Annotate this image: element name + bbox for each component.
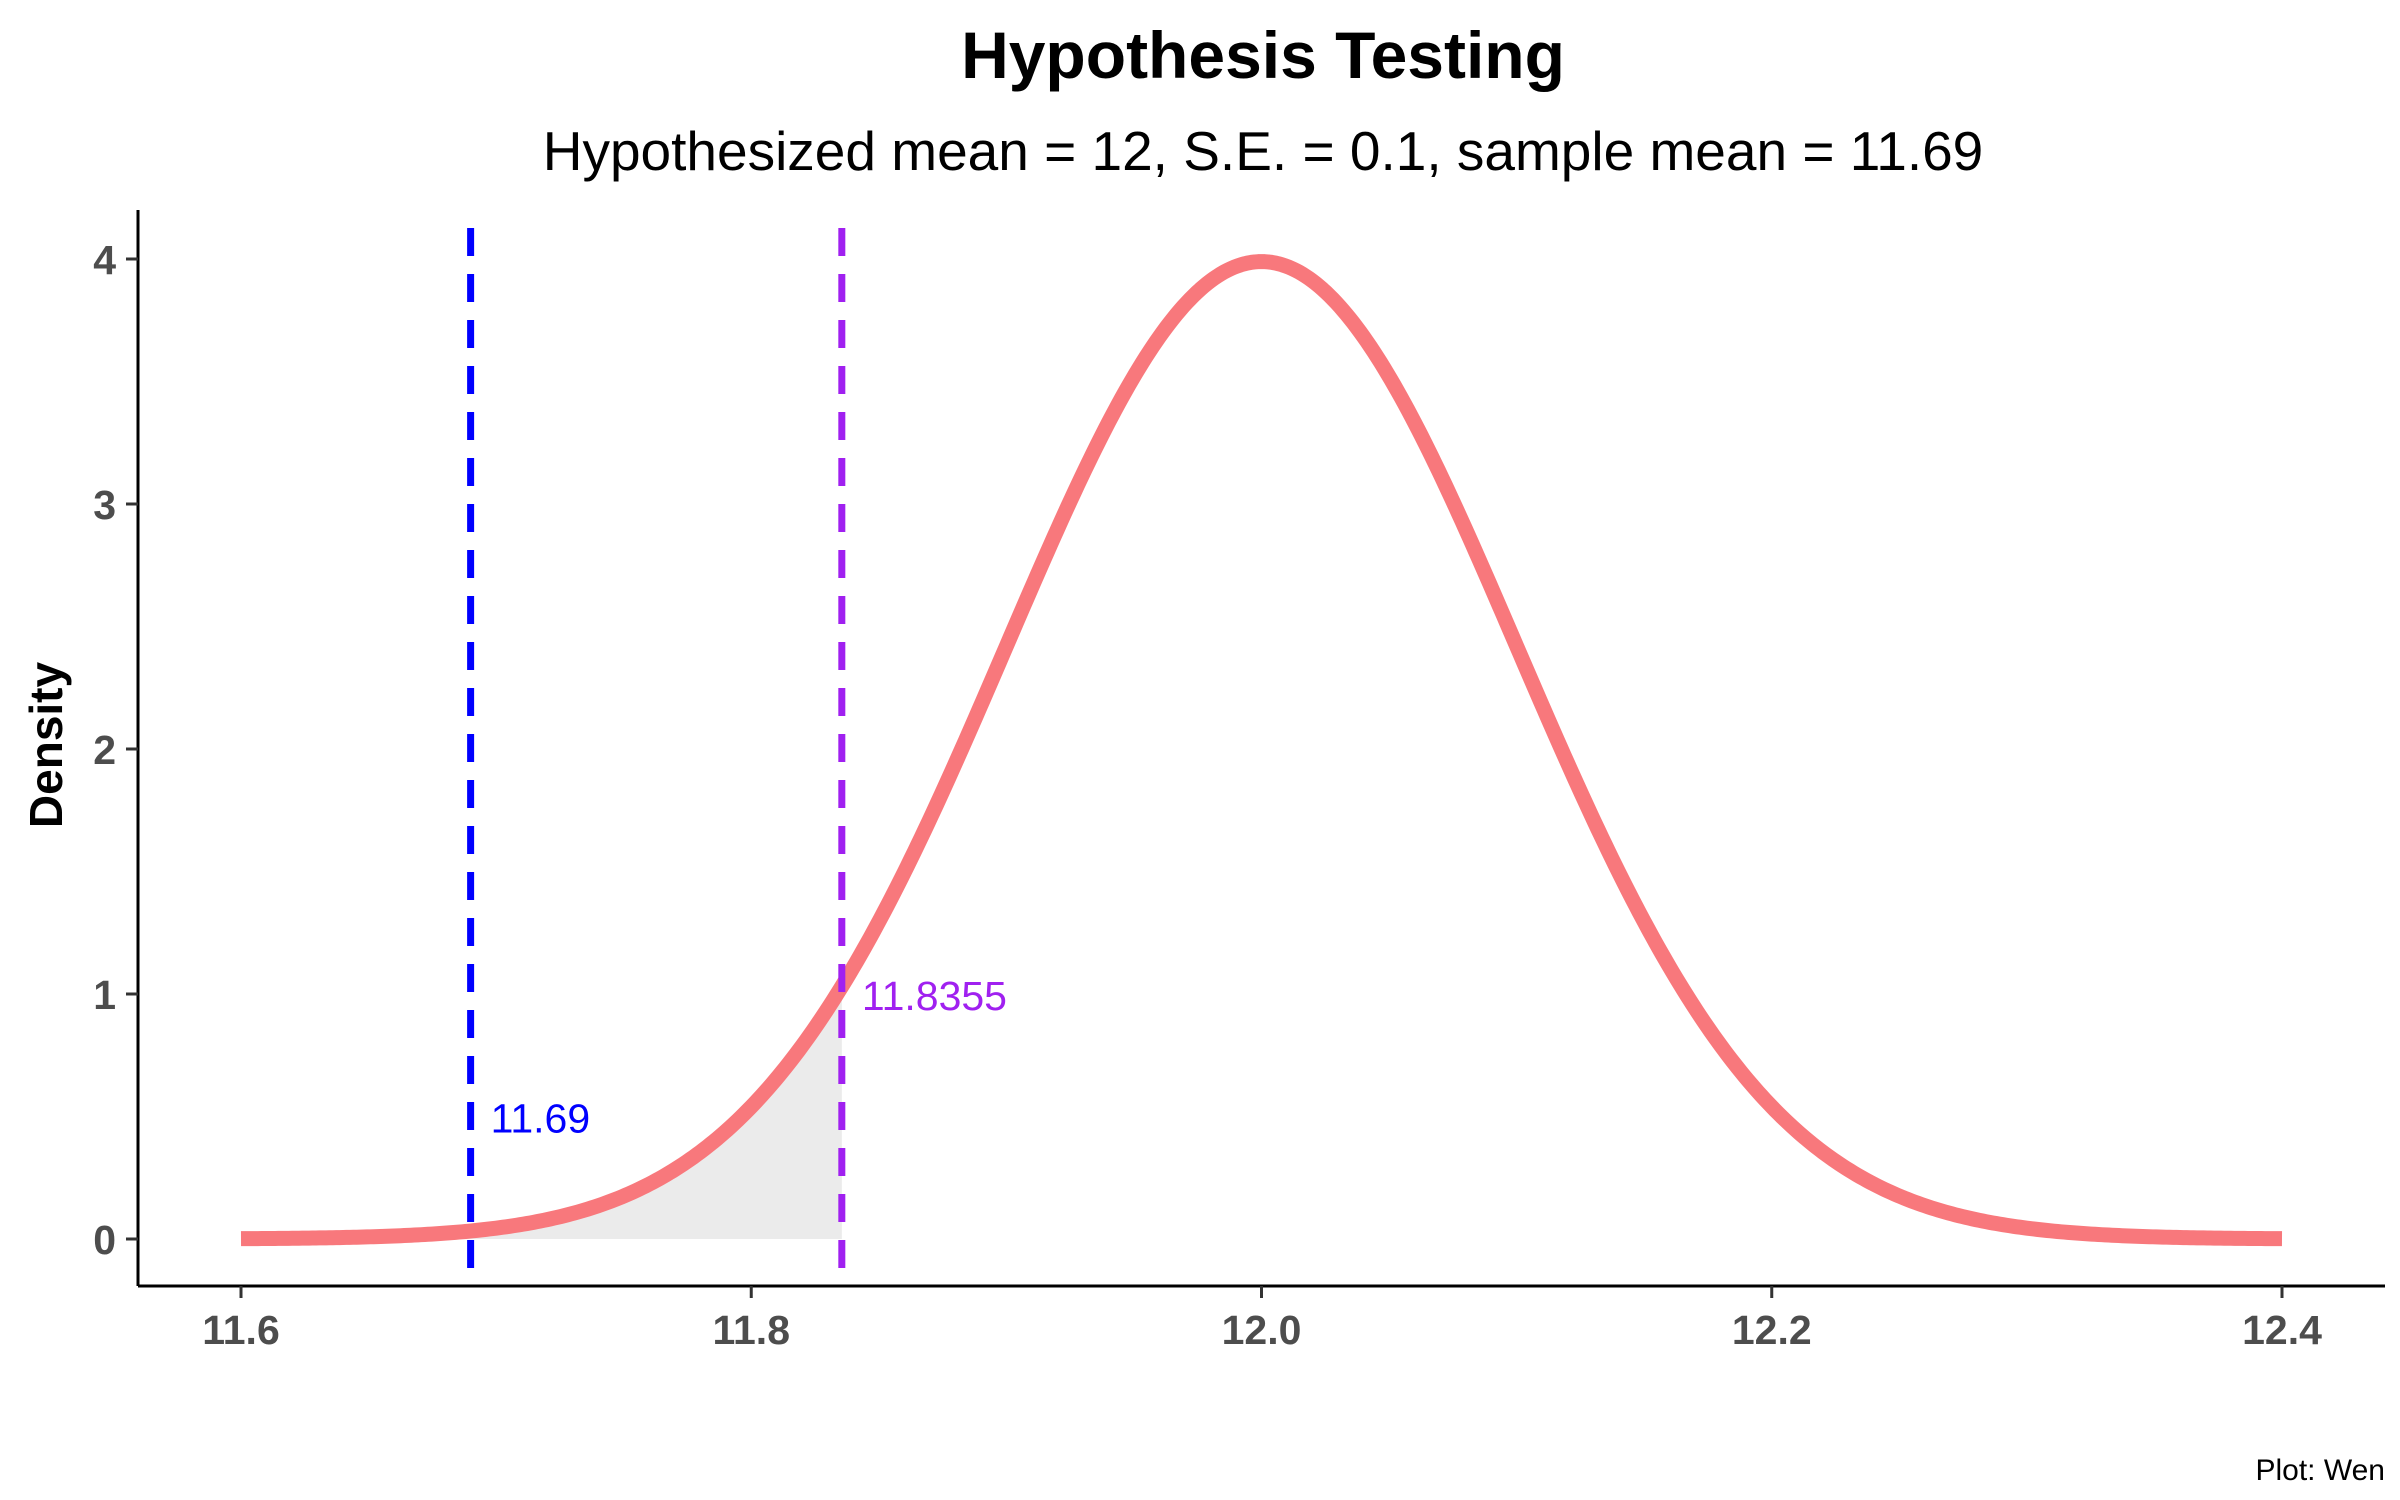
axes: 11.6 11.8 12.0 12.2 12.4 0 1 2 3 4 — [93, 210, 2385, 1353]
x-tick-label: 12.0 — [1222, 1307, 1302, 1353]
y-tick-label: 2 — [93, 727, 116, 773]
x-tick-label: 12.2 — [1732, 1307, 1812, 1353]
x-tick-label: 11.6 — [202, 1307, 280, 1353]
chart-subtitle: Hypothesized mean = 12, S.E. = 0.1, samp… — [543, 120, 1984, 182]
y-tick-label: 3 — [93, 482, 116, 528]
plot-area: 11.69 11.8355 — [236, 228, 2287, 1286]
chart-title: Hypothesis Testing — [961, 18, 1565, 92]
annotation-label-2: 11.8355 — [862, 973, 1007, 1019]
annotation-label-1: 11.69 — [491, 1096, 591, 1142]
y-tick-label: 1 — [93, 972, 116, 1018]
shaded-area — [241, 986, 842, 1239]
density-curve — [236, 254, 2287, 1247]
x-tick-label: 11.8 — [712, 1307, 790, 1353]
y-axis-title: Density — [20, 662, 72, 829]
x-tick-label: 12.4 — [2242, 1307, 2322, 1353]
y-tick-label: 4 — [93, 237, 116, 283]
y-tick-label: 0 — [93, 1217, 116, 1263]
plot-caption: Plot: Wen — [2255, 1454, 2385, 1487]
